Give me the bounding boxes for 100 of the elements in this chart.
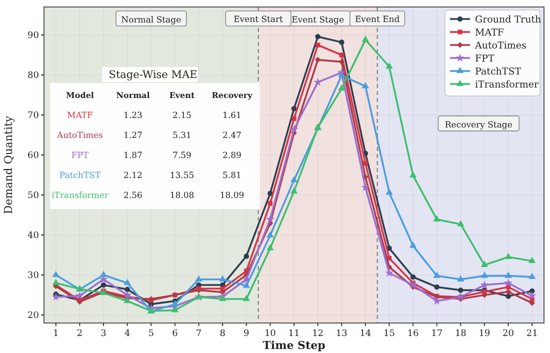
point [124,278,131,286]
point [457,220,464,226]
point [529,300,536,306]
annotation: 2.12 [124,171,142,181]
point [385,268,394,277]
point [268,201,273,206]
point [504,272,512,278]
y-tick-label: 60 [28,151,40,162]
point [528,256,536,264]
point [242,294,250,302]
annotation: iTransformer [52,191,110,201]
y-tick-label: 70 [28,111,40,122]
annotation: MATF [67,111,94,121]
point [76,291,84,300]
point [504,252,512,260]
annotation: PatchTST [59,171,101,181]
point [529,288,535,294]
point [339,52,344,58]
x-tick-label: 5 [148,329,154,339]
annotation: 1.61 [222,111,242,121]
x-tick-label: 1 [53,329,59,339]
point [314,56,321,63]
point [528,272,536,280]
point [315,34,320,40]
point [362,82,369,88]
x-tick-label: 15 [384,329,396,339]
annotation: Stage-Wise MAE [108,69,198,81]
point [291,106,297,112]
point [409,242,417,248]
point [219,294,226,302]
x-tick-label: 12 [312,329,324,339]
point [338,84,346,91]
point [266,244,274,250]
x-tick-label: 6 [172,329,178,339]
annotation: 7.59 [172,151,192,161]
y-tick-label: 30 [28,271,40,282]
point [433,272,440,278]
annotation: AutoTimes [56,131,103,141]
x-tick-label: 18 [454,329,467,339]
point [433,215,440,222]
annotation: 1.27 [124,131,142,141]
x-tick-label: 11 [288,329,300,339]
annotation: 1.23 [124,111,142,121]
point [123,290,132,299]
y-tick-label: 40 [28,231,40,242]
point [408,280,418,289]
point [505,288,512,295]
annotation: Event [169,90,195,100]
point [219,275,226,282]
point [242,282,250,288]
point [362,36,369,42]
x-axis-title: Time Step [262,339,326,352]
point [480,272,488,278]
x-tick-label: 20 [502,329,514,339]
point [386,188,393,195]
point [504,278,512,287]
legend-label: iTransformer [475,80,539,90]
point [52,292,60,301]
annotation: 2.15 [172,111,192,121]
x-tick-label: 21 [526,329,538,339]
point [290,124,298,133]
annotation: 2.89 [222,151,242,161]
annotation: 2.56 [124,191,142,201]
annotation: FPT [71,151,89,161]
point [434,284,440,290]
point [171,306,179,312]
x-tick-label: 17 [431,329,443,339]
y-tick-label: 90 [28,31,40,42]
legend-label: FPT [475,54,495,64]
band-label: Event Stage [292,16,344,26]
point [480,260,488,268]
point [506,294,511,299]
point [457,275,464,282]
x-tick-label: 19 [478,329,490,339]
point [52,278,60,286]
y-tick-label: 80 [28,71,40,82]
point [124,286,130,292]
point [361,182,370,191]
x-tick-label: 2 [76,329,83,339]
point [52,270,60,278]
point [290,187,298,194]
point [266,214,274,223]
annotation: 5.31 [172,131,192,141]
point [171,300,179,306]
point [338,40,344,45]
annotation: Normal [116,90,150,100]
point [266,231,274,238]
x-tick-label: 14 [360,329,372,339]
annotation: 18.08 [170,191,194,201]
point [409,171,417,178]
y-axis-title: Demand Quantity [2,115,15,214]
x-tick-label: 3 [100,329,107,339]
point [292,116,296,121]
x-tick-label: 9 [244,329,250,339]
x-tick-label: 10 [264,329,276,339]
band-label: Recovery Stage [444,120,512,130]
y-tick-label: 20 [28,311,40,322]
legend-label: PatchTST [475,66,522,78]
x-tick-label: 16 [407,329,420,339]
ref-line-label: Event End [354,15,400,25]
